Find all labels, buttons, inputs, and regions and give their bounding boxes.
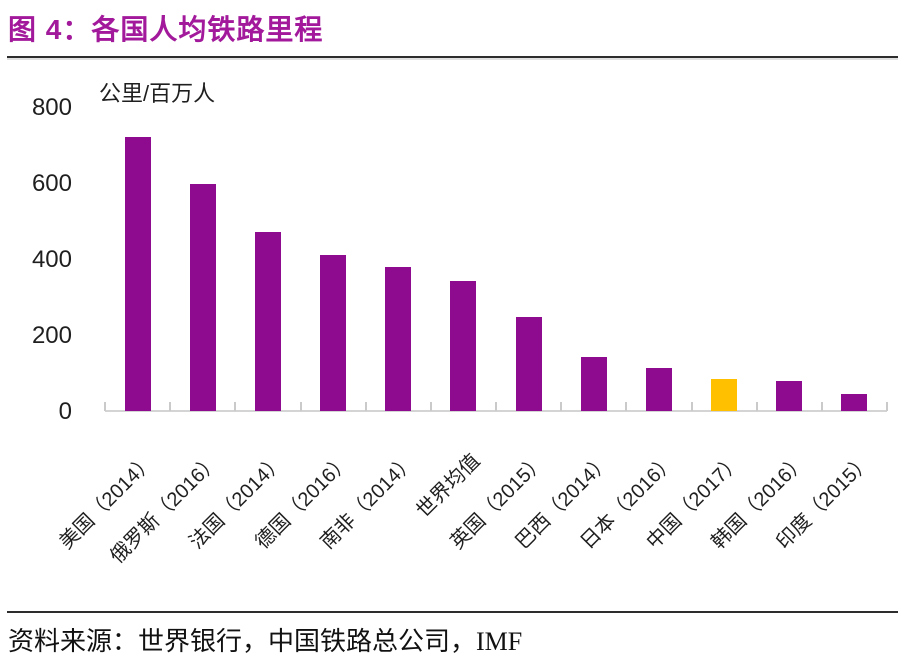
x-axis-tick: [820, 402, 823, 411]
x-axis-label-slot: 印度（2015）: [772, 412, 887, 607]
x-axis-tick: [625, 402, 628, 411]
bar: [385, 267, 412, 411]
y-axis-tick-label: 400: [31, 246, 72, 273]
x-axis-tick: [104, 402, 106, 411]
x-axis-line: [105, 410, 887, 412]
bar: [254, 232, 281, 411]
y-axis-unit-label: 公里/百万人: [99, 81, 216, 106]
plot-area: 公里/百万人: [99, 72, 888, 412]
bar-chart: 0 200 400 600 800 公里/百万人: [0, 72, 909, 424]
bar: [580, 357, 607, 411]
bar: [189, 184, 216, 411]
source-note: 资料来源：世界银行，中国铁路总公司，IMF: [8, 627, 523, 656]
title-divider: [7, 56, 898, 58]
x-axis-tick: [755, 402, 758, 411]
y-axis-tick-label: 600: [31, 170, 72, 197]
x-axis-tick: [495, 402, 497, 411]
y-axis: 0 200 400 600 800: [0, 72, 76, 424]
bar: [450, 281, 477, 411]
y-axis-tick-label: 800: [31, 94, 72, 121]
y-axis-tick-label: 0: [58, 398, 72, 425]
x-axis-tick: [429, 402, 432, 411]
x-axis-tick: [234, 402, 237, 411]
bar: [841, 394, 868, 411]
x-axis-tick: [690, 402, 693, 411]
x-axis-tick: [169, 402, 172, 411]
x-axis-tick: [364, 402, 367, 411]
bar: [124, 137, 151, 411]
bar: [515, 317, 542, 411]
bar-highlight: [711, 379, 738, 411]
bar: [320, 255, 347, 411]
x-axis-tick: [886, 402, 888, 411]
source-divider: [7, 611, 898, 613]
x-axis-labels: 美国（2014） 俄罗斯（2016） 法国（2014） 德国（2016） 南非（2014…: [56, 412, 887, 607]
y-axis-tick-label: 200: [31, 322, 72, 349]
bar: [645, 368, 672, 411]
figure-title: 图 4：各国人均铁路里程: [8, 14, 324, 45]
x-axis-tick: [299, 402, 302, 411]
x-axis-tick: [560, 402, 563, 411]
bar: [776, 381, 803, 411]
